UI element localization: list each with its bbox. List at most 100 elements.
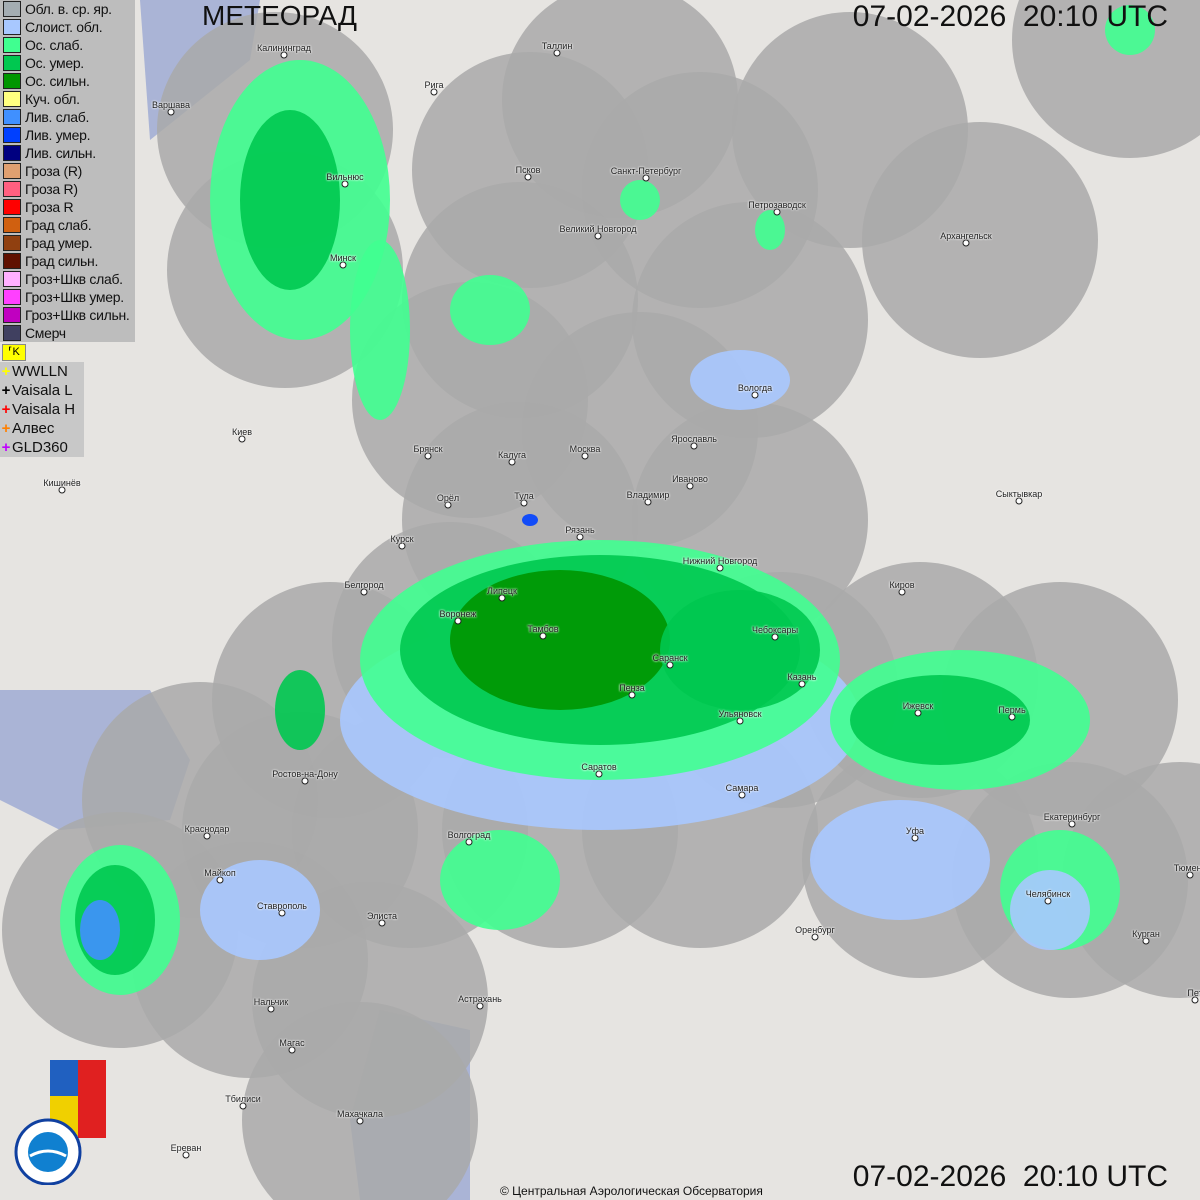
city-label: Ставрополь — [257, 901, 307, 911]
city-label: Курган — [1132, 929, 1160, 939]
legend-label: Град слаб. — [25, 217, 92, 233]
city-marker — [465, 838, 473, 846]
city-label: Минск — [330, 253, 356, 263]
precip-area — [850, 675, 1030, 765]
legend-swatch — [3, 181, 21, 197]
legend-swatch — [3, 127, 21, 143]
legend-item: Ос. умер. — [0, 54, 133, 72]
city-label: Тбилиси — [225, 1094, 261, 1104]
city-marker — [444, 501, 452, 509]
timestamp-bottom: 07-02-2026 20:10 UTC — [852, 1160, 1168, 1193]
city-marker — [1142, 937, 1150, 945]
city-label: Курск — [390, 534, 414, 544]
lightning-label: Vaisala L — [12, 382, 73, 399]
legend-label: Гроз+Шкв умер. — [25, 289, 124, 305]
flag-toggle-button[interactable]: ⸢K — [2, 344, 26, 361]
city-marker — [581, 452, 589, 460]
precip-area — [620, 180, 660, 220]
city-marker — [454, 617, 462, 625]
city-marker — [203, 832, 211, 840]
lightning-item: + Vaisala L — [0, 381, 82, 400]
legend-item: Град сильн. — [0, 252, 133, 270]
precip-area — [200, 860, 320, 960]
legend-swatch — [3, 55, 21, 71]
city-marker — [914, 709, 922, 717]
city-marker — [278, 909, 286, 917]
city-marker — [1015, 497, 1023, 505]
city-label: Санкт-Петербург — [610, 166, 682, 176]
city-label: Псков — [515, 165, 541, 175]
precip-area — [690, 350, 790, 410]
city-label: Пермь — [998, 705, 1026, 715]
city-label: Ульяновск — [718, 709, 762, 719]
city-label: Чебоксары — [751, 625, 799, 635]
city-label: Краснодар — [184, 824, 230, 834]
precip-area — [1105, 5, 1155, 55]
precip-area — [350, 240, 410, 420]
city-label: Махачкала — [337, 1109, 383, 1119]
city-label: Майкоп — [204, 868, 236, 878]
city-label: Киров — [889, 580, 915, 590]
city-label: Ярославль — [671, 434, 717, 444]
city-marker — [58, 486, 66, 494]
city-label: Вологда — [737, 383, 773, 393]
radar-coverage-circle — [502, 0, 738, 218]
legend-item: Смерч — [0, 324, 133, 342]
city-label: Архангельск — [940, 231, 992, 241]
legend-swatch — [3, 271, 21, 287]
city-marker — [628, 691, 636, 699]
city-marker — [267, 1005, 275, 1013]
city-label: Астрахань — [458, 994, 502, 1004]
city-label: Рига — [424, 80, 444, 90]
city-label: Вильнюс — [326, 172, 364, 182]
lightning-label: WWLLN — [12, 363, 68, 380]
city-label: Калуга — [497, 450, 527, 460]
precip-area — [810, 800, 990, 920]
city-marker — [771, 633, 779, 641]
city-marker — [576, 533, 584, 541]
city-marker — [339, 261, 347, 269]
legend-item: Лив. сильн. — [0, 144, 133, 162]
precip-area — [80, 900, 120, 960]
precipitation — [60, 5, 1155, 995]
legend-label: Лив. сильн. — [25, 145, 96, 161]
city-marker — [736, 717, 744, 725]
city-marker — [1044, 897, 1052, 905]
legend-swatch — [3, 289, 21, 305]
city-marker — [524, 173, 532, 181]
city-marker — [738, 791, 746, 799]
legend-item: Ос. слаб. — [0, 36, 133, 54]
city-label: Волгоград — [447, 830, 491, 840]
precip-area — [450, 570, 670, 710]
city-marker — [498, 594, 506, 602]
precip-area — [755, 210, 785, 250]
city-label: Самара — [725, 783, 759, 793]
city-marker — [716, 564, 724, 572]
legend-label: Град умер. — [25, 235, 93, 251]
city-label: Сыктывкар — [995, 489, 1043, 499]
legend-swatch — [3, 307, 21, 323]
city-label: Калининград — [256, 43, 312, 53]
city-marker — [520, 499, 528, 507]
radar-coverage-circle — [862, 122, 1098, 358]
city-marker — [1191, 996, 1199, 1004]
city-label: Таллин — [541, 41, 573, 51]
lightning-label: GLD360 — [12, 439, 68, 456]
city-marker — [360, 588, 368, 596]
city-label: Великий Новгород — [559, 224, 637, 234]
city-label: Казань — [787, 672, 817, 682]
city-label: Москва — [569, 444, 601, 454]
legend-swatch — [3, 19, 21, 35]
city-marker — [430, 88, 438, 96]
timestamp-top: 07-02-2026 20:10 UTC — [852, 0, 1168, 33]
lightning-cross-icon: + — [1, 363, 11, 380]
city-label: Орёл — [436, 493, 460, 503]
city-label: Саранск — [652, 653, 688, 663]
radar-coverage-circle — [242, 1002, 478, 1200]
city-label: Пенза — [619, 683, 645, 693]
city-label: Киев — [231, 427, 253, 437]
city-label: Элиста — [367, 911, 397, 921]
city-marker — [911, 834, 919, 842]
city-marker — [690, 442, 698, 450]
